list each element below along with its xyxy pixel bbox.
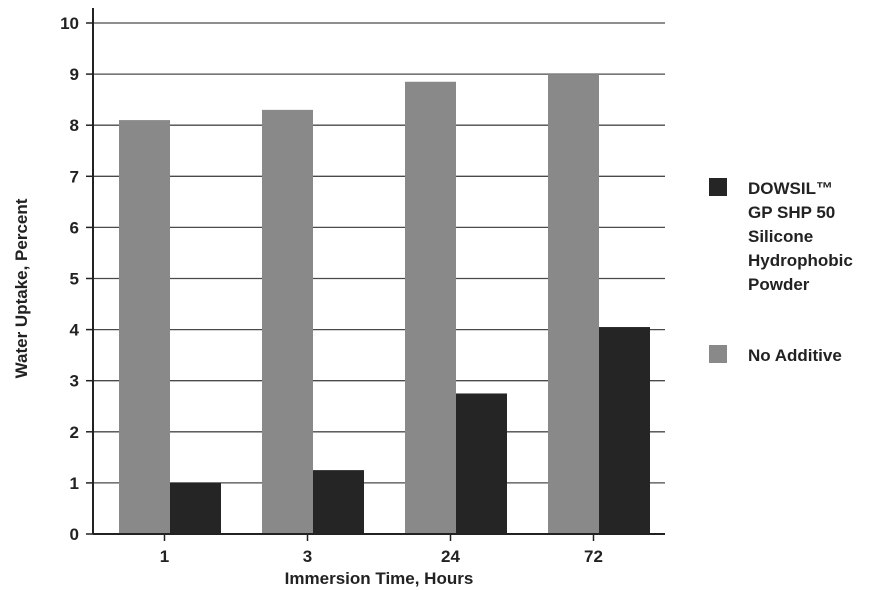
- y-tick-label: 9: [70, 65, 79, 84]
- x-tick-label: 1: [160, 547, 169, 566]
- gridlines: [93, 22, 665, 484]
- legend-swatch-no-additive: [709, 345, 727, 363]
- axes: [86, 8, 665, 541]
- bar-dowsil-1: [170, 482, 221, 534]
- legend-label-line: DOWSIL™: [748, 179, 833, 198]
- y-tick-label: 0: [70, 525, 79, 544]
- y-tick-label: 1: [70, 474, 79, 493]
- y-tick-label: 3: [70, 372, 79, 391]
- bars: [119, 74, 650, 535]
- legend-label-line: GP SHP 50: [748, 203, 835, 222]
- y-tick-label: 4: [70, 321, 80, 340]
- y-tick-label: 7: [70, 167, 79, 186]
- legend-label-line: Silicone: [748, 227, 813, 246]
- legend-label-line: Powder: [748, 275, 810, 294]
- bar-no-additive-3: [262, 109, 313, 535]
- y-tick-label: 2: [70, 423, 79, 442]
- x-tick-label: 24: [441, 547, 460, 566]
- legend-label-line: No Additive: [748, 346, 842, 365]
- bar-no-additive-72: [548, 74, 599, 534]
- legend: DOWSIL™ GP SHP 50 Silicone Hydrophobic Powde…: [709, 178, 853, 365]
- x-tick-label: 3: [303, 547, 312, 566]
- y-tick-label: 8: [70, 116, 79, 135]
- x-tick-label: 72: [584, 547, 603, 566]
- legend-swatch-dowsil: [709, 178, 727, 196]
- x-axis-title: Immersion Time, Hours: [285, 569, 474, 588]
- y-tick-label: 5: [70, 270, 79, 289]
- legend-label-line: Hydrophobic: [748, 251, 853, 270]
- y-tick-label: 6: [70, 218, 79, 237]
- y-axis-title: Water Uptake, Percent: [12, 198, 31, 378]
- y-tick-label: 10: [60, 14, 79, 33]
- bar-no-additive-24: [405, 81, 456, 534]
- bar-dowsil-24: [456, 393, 507, 534]
- bar-no-additive-1: [119, 120, 170, 534]
- bar-dowsil-3: [313, 470, 364, 534]
- bar-dowsil-72: [599, 327, 650, 534]
- tick-labels: 0 1 2 3 4 5 6 7 8 9 10 1 3 24 72: [60, 14, 603, 566]
